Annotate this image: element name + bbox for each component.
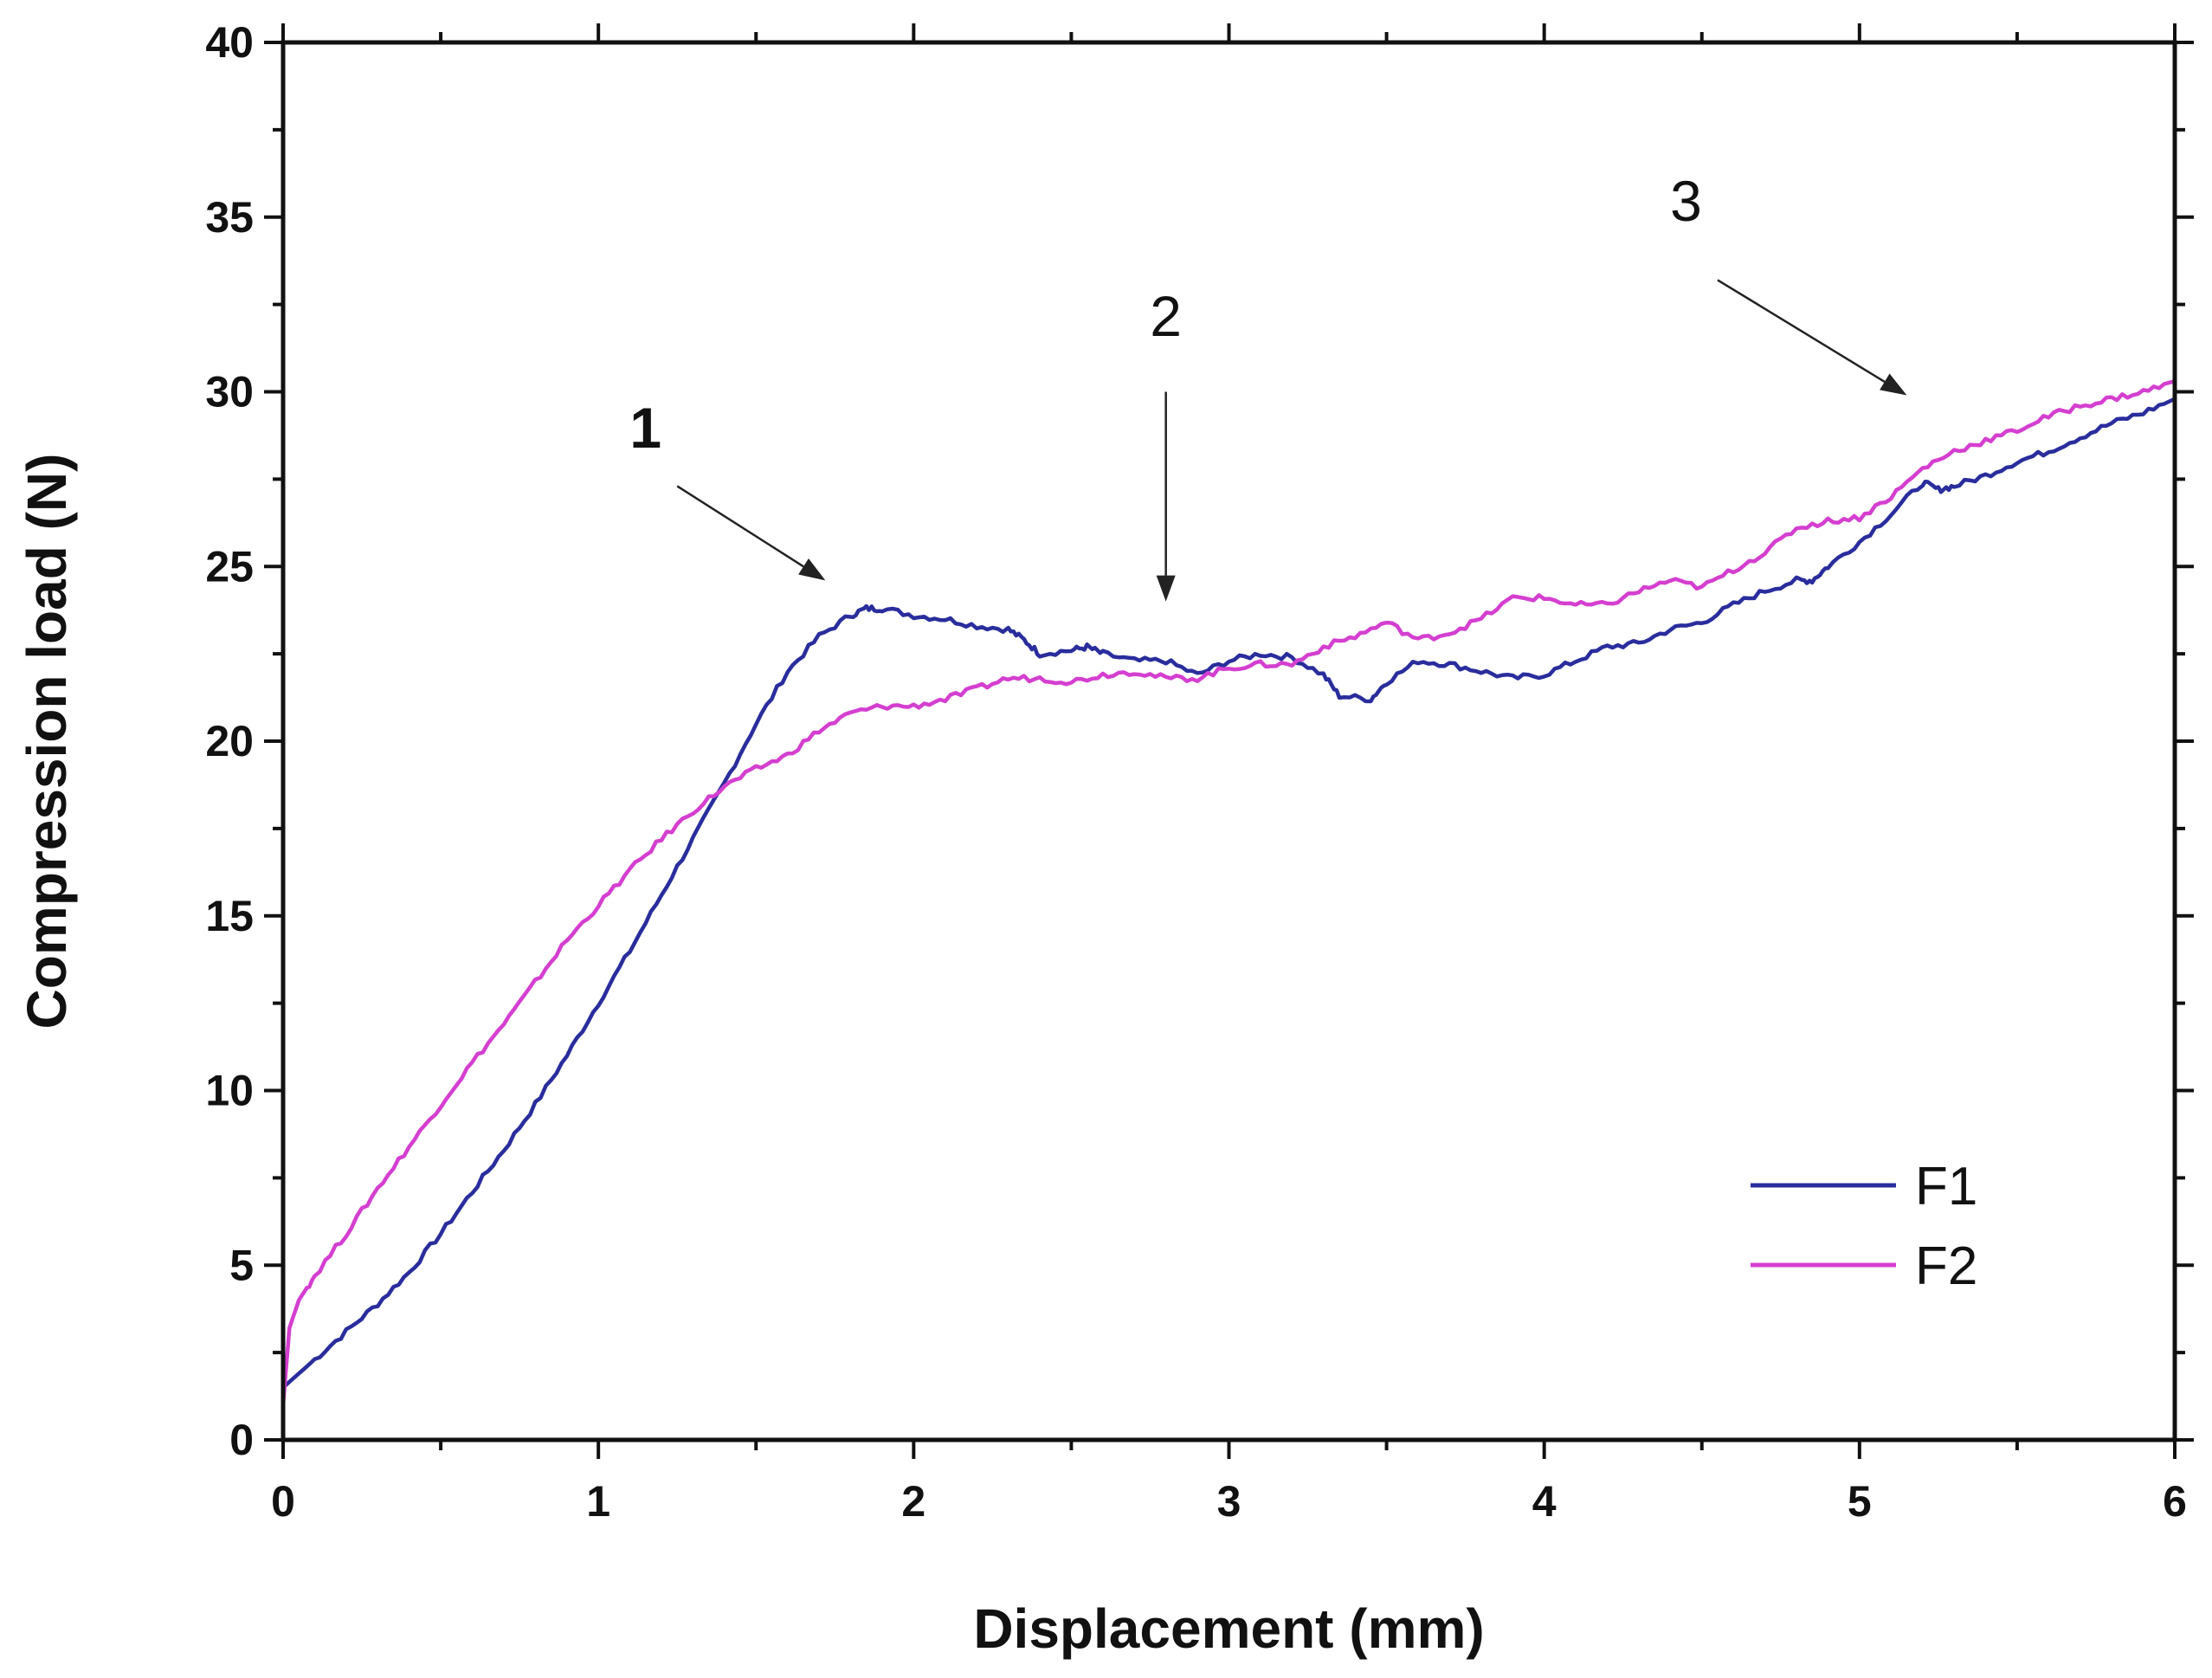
y-tick-label: 35 xyxy=(205,193,254,242)
plot-area: 0 1 2 3 4 5 6 0 5 10 15 20 25 30 35 40 1 2 3 xyxy=(205,18,2194,1526)
x-tick-label: 4 xyxy=(1532,1477,1557,1526)
annotation-label-3: 3 xyxy=(1670,169,1702,233)
annotation-arrow-3 xyxy=(1717,279,1886,383)
y-tick-label: 40 xyxy=(205,18,254,67)
annotation-arrowhead-2 xyxy=(1156,575,1176,602)
x-tick-label: 6 xyxy=(2163,1477,2187,1526)
series-layer xyxy=(281,379,2177,1407)
annotation-label-1: 1 xyxy=(629,396,661,460)
annotation-arrow-1 xyxy=(676,485,804,568)
x-tick-label: 0 xyxy=(271,1477,295,1526)
series-line-f1 xyxy=(281,397,2177,1390)
annotation-arrowhead-1 xyxy=(798,558,826,581)
y-axis-title: Compression load (N) xyxy=(16,454,78,1029)
y-tick-label: 20 xyxy=(205,717,254,765)
legend-label-f2: F2 xyxy=(1915,1236,1977,1296)
x-tick-label: 5 xyxy=(1848,1477,1872,1526)
axis-ticks xyxy=(264,23,2194,1459)
annotations: 1 2 3 xyxy=(629,169,1907,602)
legend-label-f1: F1 xyxy=(1915,1157,1977,1217)
y-tick-label: 25 xyxy=(205,542,254,591)
annotation-arrowhead-3 xyxy=(1880,373,1907,396)
x-tick-label: 3 xyxy=(1217,1477,1241,1526)
y-tick-label: 15 xyxy=(205,892,254,940)
y-tick-label: 10 xyxy=(205,1067,254,1115)
x-tick-label: 2 xyxy=(901,1477,925,1526)
annotation-label-2: 2 xyxy=(1150,284,1182,348)
y-tick-label: 5 xyxy=(229,1241,254,1289)
axis-tick-labels: 0 1 2 3 4 5 6 0 5 10 15 20 25 30 35 40 xyxy=(205,18,2187,1526)
x-axis-title: Displacement (mm) xyxy=(973,1597,1484,1660)
y-tick-label: 0 xyxy=(229,1416,254,1464)
plot-frame xyxy=(281,40,2177,1442)
x-tick-label: 1 xyxy=(586,1477,610,1526)
series-line-f2 xyxy=(281,379,2177,1407)
y-tick-label: 30 xyxy=(205,368,254,416)
